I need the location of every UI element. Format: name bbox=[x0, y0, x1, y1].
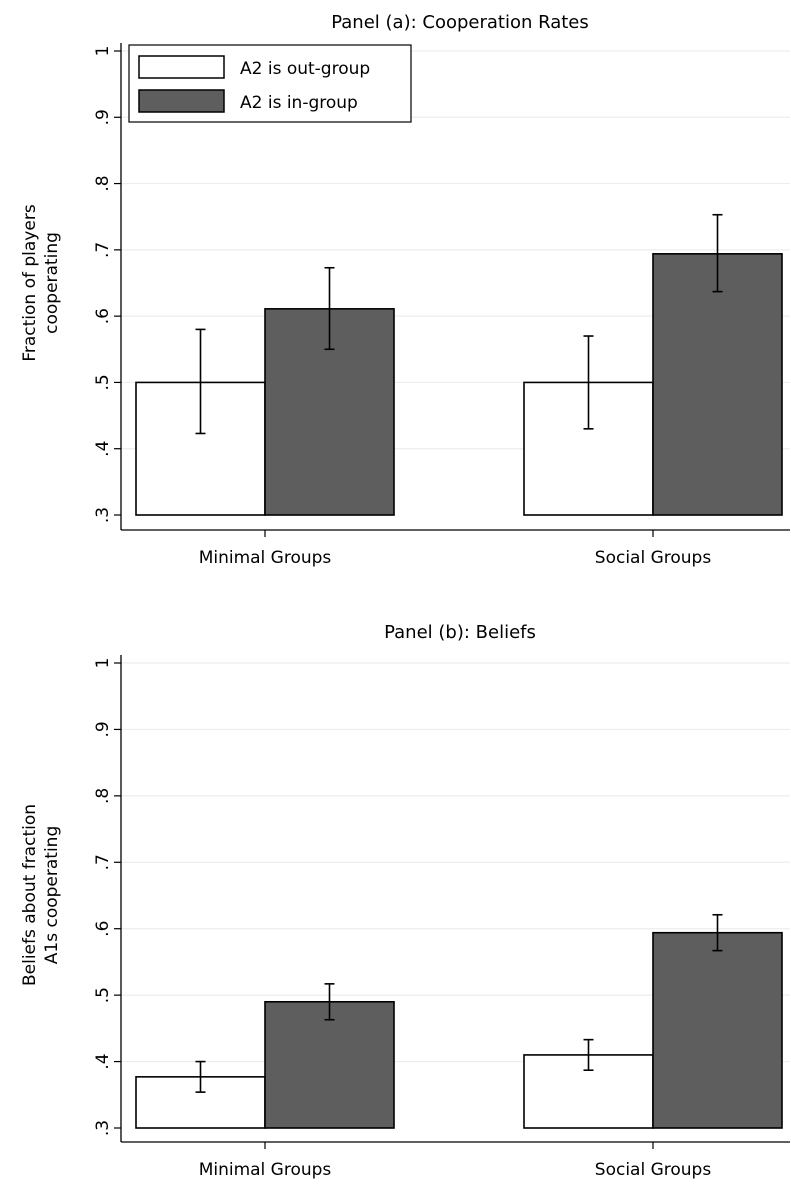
panel-b-ylabel-line1: Beliefs about fraction bbox=[20, 804, 40, 986]
bar bbox=[652, 253, 783, 516]
y-tick-label: .7 bbox=[93, 854, 113, 870]
panel-a-title: Panel (a): Cooperation Rates bbox=[331, 12, 589, 33]
panel-b-y-axis: .3 .4 .5 .6 .7 .8 .9 1 bbox=[93, 655, 790, 1143]
category-label: Social Groups bbox=[595, 1160, 712, 1180]
legend-label-out-group: A2 is out-group bbox=[240, 59, 370, 79]
panel-a-category-labels: Minimal Groups Social Groups bbox=[199, 530, 712, 568]
panel-a-y-axis: .3 .4 .5 .6 .7 .8 .9 1 bbox=[93, 43, 790, 531]
y-tick-label: .7 bbox=[93, 242, 113, 258]
legend-swatch-out-group bbox=[138, 55, 225, 79]
y-tick-label: .3 bbox=[93, 507, 113, 523]
panel-a-ylabel-line2: cooperating bbox=[42, 232, 62, 334]
panel-a-bars bbox=[135, 213, 783, 516]
panel-b-title: Panel (b): Beliefs bbox=[384, 622, 536, 643]
panel-b-category-labels: Minimal Groups Social Groups bbox=[199, 1142, 712, 1180]
y-tick-label: .9 bbox=[93, 721, 113, 737]
legend-swatch-in-group bbox=[138, 89, 225, 113]
y-tick-label: .5 bbox=[93, 987, 113, 1003]
y-tick-label: .9 bbox=[93, 109, 113, 125]
panel-b-bars bbox=[135, 913, 783, 1129]
panel-a: Panel (a): Cooperation Rates .3 .4 .5 .6 .7.… bbox=[20, 12, 790, 568]
panel-b-ylabel-line2: A1s cooperating bbox=[42, 826, 62, 964]
y-tick-label: .6 bbox=[93, 921, 113, 937]
y-tick-label: .6 bbox=[93, 308, 113, 324]
panel-a-ylabel-line1: Fraction of players bbox=[20, 204, 40, 361]
panel-b: Panel (b): Beliefs .3 .4 .5 .6 .7 .8 .9 1 Belie… bbox=[20, 622, 790, 1180]
y-tick-label: 1 bbox=[93, 658, 113, 669]
y-tick-label: .8 bbox=[93, 788, 113, 804]
y-tick-label: .4 bbox=[93, 1053, 113, 1069]
y-tick-label: .8 bbox=[93, 175, 113, 191]
y-tick-label: 1 bbox=[93, 46, 113, 57]
category-label: Minimal Groups bbox=[199, 1160, 332, 1180]
legend: A2 is out-group A2 is in-group bbox=[128, 44, 412, 123]
y-tick-label: .5 bbox=[93, 374, 113, 390]
y-tick-label: .3 bbox=[93, 1120, 113, 1136]
bar bbox=[652, 931, 783, 1129]
category-label: Minimal Groups bbox=[199, 548, 332, 568]
category-label: Social Groups bbox=[595, 548, 712, 568]
y-tick-label: .4 bbox=[93, 441, 113, 457]
legend-label-in-group: A2 is in-group bbox=[240, 93, 358, 113]
bar bbox=[264, 1000, 395, 1129]
